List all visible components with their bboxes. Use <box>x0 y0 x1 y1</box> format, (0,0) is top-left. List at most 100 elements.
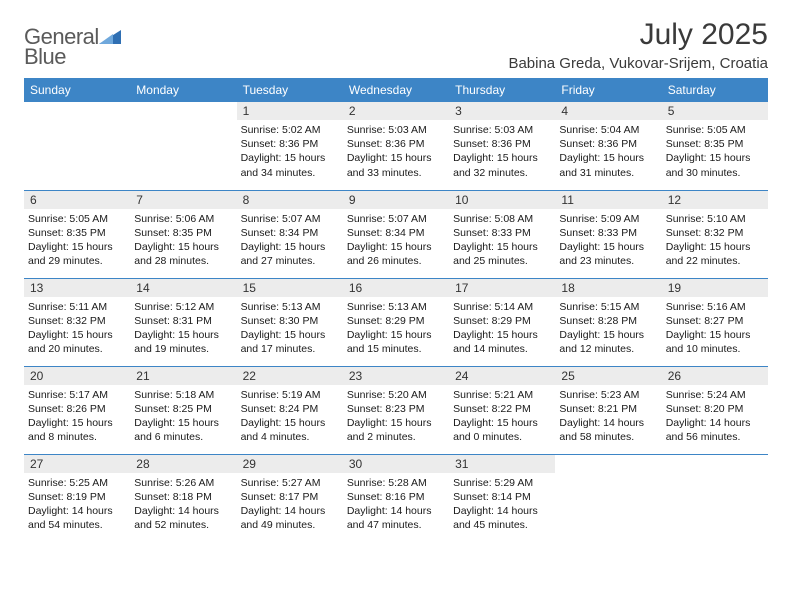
day-details: Sunrise: 5:03 AMSunset: 8:36 PMDaylight:… <box>347 123 445 180</box>
day-number: 22 <box>237 367 343 385</box>
calendar-day-cell: 22 Sunrise: 5:19 AMSunset: 8:24 PMDayligh… <box>237 366 343 454</box>
day-number: 23 <box>343 367 449 385</box>
day-number: 10 <box>449 191 555 209</box>
day-details: Sunrise: 5:26 AMSunset: 8:18 PMDaylight:… <box>134 476 232 533</box>
day-number: 5 <box>662 102 768 120</box>
calendar-day-cell: 21 Sunrise: 5:18 AMSunset: 8:25 PMDayligh… <box>130 366 236 454</box>
day-number: 31 <box>449 455 555 473</box>
calendar-day-cell: 20Sunrise: 5:17 AMSunset: 8:26 PMDayligh… <box>24 366 130 454</box>
calendar-day-cell: 31 Sunrise: 5:29 AMSunset: 8:14 PMDayligh… <box>449 454 555 542</box>
day-details: Sunrise: 5:16 AMSunset: 8:27 PMDaylight:… <box>666 300 764 357</box>
calendar-day-cell: 24Sunrise: 5:21 AMSunset: 8:22 PMDayligh… <box>449 366 555 454</box>
calendar-day-cell: 30 Sunrise: 5:28 AMSunset: 8:16 PMDayligh… <box>343 454 449 542</box>
calendar-day-cell: 25 Sunrise: 5:23 AMSunset: 8:21 PMDayligh… <box>555 366 661 454</box>
day-details: Sunrise: 5:03 AMSunset: 8:36 PMDaylight:… <box>453 123 551 180</box>
day-number: 21 <box>130 367 236 385</box>
day-number: 2 <box>343 102 449 120</box>
calendar-day-cell: 2 Sunrise: 5:03 AMSunset: 8:36 PMDaylight… <box>343 102 449 190</box>
day-number: 25 <box>555 367 661 385</box>
day-details: Sunrise: 5:23 AMSunset: 8:21 PMDaylight:… <box>559 388 657 445</box>
day-details: Sunrise: 5:10 AMSunset: 8:32 PMDaylight:… <box>666 212 764 269</box>
day-number: 16 <box>343 279 449 297</box>
header: General July 2025 Babina Greda, Vukovar-… <box>24 18 768 72</box>
calendar-week-row: 27 Sunrise: 5:25 AMSunset: 8:19 PMDayligh… <box>24 454 768 542</box>
day-number: 30 <box>343 455 449 473</box>
day-details: Sunrise: 5:09 AMSunset: 8:33 PMDaylight:… <box>559 212 657 269</box>
calendar-week-row: 6 Sunrise: 5:05 AMSunset: 8:35 PMDaylight… <box>24 190 768 278</box>
day-details: Sunrise: 5:29 AMSunset: 8:14 PMDaylight:… <box>453 476 551 533</box>
day-number: 14 <box>130 279 236 297</box>
day-details: Sunrise: 5:24 AMSunset: 8:20 PMDaylight:… <box>666 388 764 445</box>
day-number: 18 <box>555 279 661 297</box>
calendar-table: SundayMondayTuesdayWednesdayThursdayFrid… <box>24 78 768 542</box>
day-details: Sunrise: 5:07 AMSunset: 8:34 PMDaylight:… <box>347 212 445 269</box>
calendar-day-cell: 18 Sunrise: 5:15 AMSunset: 8:28 PMDayligh… <box>555 278 661 366</box>
day-number: 24 <box>449 367 555 385</box>
calendar-day-cell: 16 Sunrise: 5:13 AMSunset: 8:29 PMDayligh… <box>343 278 449 366</box>
day-number: 19 <box>662 279 768 297</box>
day-details: Sunrise: 5:05 AMSunset: 8:35 PMDaylight:… <box>666 123 764 180</box>
calendar-day-cell: 28 Sunrise: 5:26 AMSunset: 8:18 PMDayligh… <box>130 454 236 542</box>
calendar-head: SundayMondayTuesdayWednesdayThursdayFrid… <box>24 78 768 102</box>
day-details: Sunrise: 5:19 AMSunset: 8:24 PMDaylight:… <box>241 388 339 445</box>
calendar-day-cell: 8 Sunrise: 5:07 AMSunset: 8:34 PMDaylight… <box>237 190 343 278</box>
day-details: Sunrise: 5:13 AMSunset: 8:29 PMDaylight:… <box>347 300 445 357</box>
brand-word2-wrap: Blue <box>24 44 66 70</box>
day-details: Sunrise: 5:20 AMSunset: 8:23 PMDaylight:… <box>347 388 445 445</box>
day-number: 3 <box>449 102 555 120</box>
day-number: 11 <box>555 191 661 209</box>
calendar-day-cell: 4Sunrise: 5:04 AMSunset: 8:36 PMDaylight… <box>555 102 661 190</box>
calendar-day-cell: 13 Sunrise: 5:11 AMSunset: 8:32 PMDayligh… <box>24 278 130 366</box>
month-title: July 2025 <box>508 18 768 51</box>
calendar-day-cell: 10 Sunrise: 5:08 AMSunset: 8:33 PMDayligh… <box>449 190 555 278</box>
day-details: Sunrise: 5:17 AMSunset: 8:26 PMDaylight:… <box>28 388 126 445</box>
calendar-day-cell: 3 Sunrise: 5:03 AMSunset: 8:36 PMDaylight… <box>449 102 555 190</box>
calendar-day-cell: 7Sunrise: 5:06 AMSunset: 8:35 PMDaylight… <box>130 190 236 278</box>
calendar-empty-cell <box>130 102 236 190</box>
location: Babina Greda, Vukovar-Srijem, Croatia <box>508 55 768 72</box>
day-details: Sunrise: 5:25 AMSunset: 8:19 PMDaylight:… <box>28 476 126 533</box>
day-number: 13 <box>24 279 130 297</box>
day-details: Sunrise: 5:11 AMSunset: 8:32 PMDaylight:… <box>28 300 126 357</box>
weekday-header: Saturday <box>662 78 768 102</box>
day-number: 12 <box>662 191 768 209</box>
day-details: Sunrise: 5:15 AMSunset: 8:28 PMDaylight:… <box>559 300 657 357</box>
day-number: 26 <box>662 367 768 385</box>
calendar-week-row: 13 Sunrise: 5:11 AMSunset: 8:32 PMDayligh… <box>24 278 768 366</box>
calendar-day-cell: 11 Sunrise: 5:09 AMSunset: 8:33 PMDayligh… <box>555 190 661 278</box>
calendar-day-cell: 19 Sunrise: 5:16 AMSunset: 8:27 PMDayligh… <box>662 278 768 366</box>
day-details: Sunrise: 5:18 AMSunset: 8:25 PMDaylight:… <box>134 388 232 445</box>
day-details: Sunrise: 5:14 AMSunset: 8:29 PMDaylight:… <box>453 300 551 357</box>
day-number: 17 <box>449 279 555 297</box>
calendar-page: General July 2025 Babina Greda, Vukovar-… <box>0 0 792 554</box>
day-number: 28 <box>130 455 236 473</box>
calendar-day-cell: 27 Sunrise: 5:25 AMSunset: 8:19 PMDayligh… <box>24 454 130 542</box>
day-number: 29 <box>237 455 343 473</box>
brand-triangle-icon <box>99 28 121 49</box>
calendar-day-cell: 5 Sunrise: 5:05 AMSunset: 8:35 PMDaylight… <box>662 102 768 190</box>
calendar-day-cell: 29 Sunrise: 5:27 AMSunset: 8:17 PMDayligh… <box>237 454 343 542</box>
weekday-row: SundayMondayTuesdayWednesdayThursdayFrid… <box>24 78 768 102</box>
day-details: Sunrise: 5:08 AMSunset: 8:33 PMDaylight:… <box>453 212 551 269</box>
calendar-week-row: 1Sunrise: 5:02 AMSunset: 8:36 PMDaylight… <box>24 102 768 190</box>
calendar-day-cell: 6 Sunrise: 5:05 AMSunset: 8:35 PMDaylight… <box>24 190 130 278</box>
weekday-header: Monday <box>130 78 236 102</box>
weekday-header: Thursday <box>449 78 555 102</box>
calendar-empty-cell <box>662 454 768 542</box>
day-number: 15 <box>237 279 343 297</box>
calendar-day-cell: 15Sunrise: 5:13 AMSunset: 8:30 PMDayligh… <box>237 278 343 366</box>
day-details: Sunrise: 5:28 AMSunset: 8:16 PMDaylight:… <box>347 476 445 533</box>
day-details: Sunrise: 5:27 AMSunset: 8:17 PMDaylight:… <box>241 476 339 533</box>
weekday-header: Friday <box>555 78 661 102</box>
day-number: 27 <box>24 455 130 473</box>
day-details: Sunrise: 5:04 AMSunset: 8:36 PMDaylight:… <box>559 123 657 180</box>
day-details: Sunrise: 5:05 AMSunset: 8:35 PMDaylight:… <box>28 212 126 269</box>
day-details: Sunrise: 5:07 AMSunset: 8:34 PMDaylight:… <box>241 212 339 269</box>
title-block: July 2025 Babina Greda, Vukovar-Srijem, … <box>508 18 768 72</box>
calendar-day-cell: 1Sunrise: 5:02 AMSunset: 8:36 PMDaylight… <box>237 102 343 190</box>
weekday-header: Wednesday <box>343 78 449 102</box>
calendar-day-cell: 23 Sunrise: 5:20 AMSunset: 8:23 PMDayligh… <box>343 366 449 454</box>
day-number: 1 <box>237 102 343 120</box>
day-number: 6 <box>24 191 130 209</box>
day-number: 8 <box>237 191 343 209</box>
